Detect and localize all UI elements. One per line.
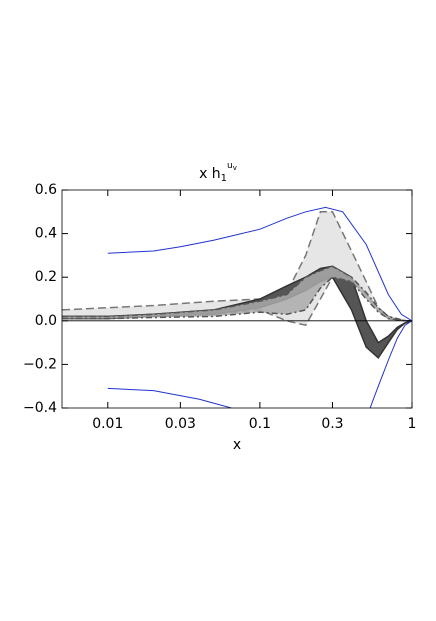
y-tick-label: 0.4 [35, 226, 57, 242]
plot-area [62, 206, 412, 408]
band [62, 211, 412, 326]
band-edge [62, 276, 412, 322]
x-tick-label: 0.1 [249, 416, 271, 432]
bound-line [107, 206, 412, 322]
y-tick-label: −0.2 [23, 356, 57, 372]
x-tick-label: 0.01 [92, 416, 123, 432]
x-tick-label: 1 [408, 416, 417, 432]
band-edge [62, 265, 412, 322]
band [62, 266, 412, 321]
y-tick-label: 0.6 [35, 182, 57, 198]
band [62, 266, 412, 358]
x-tick-label: 0.3 [321, 416, 343, 432]
bound-line [107, 320, 412, 408]
plot-frame [61, 189, 413, 409]
chart-title: x h1uv [199, 161, 237, 185]
y-tick-label: 0.2 [35, 269, 57, 285]
x-axis-label: x [233, 437, 241, 453]
y-tick-label: 0.0 [35, 313, 57, 329]
x-tick-label: 0.03 [165, 416, 196, 432]
y-tick-label: −0.4 [23, 400, 57, 416]
